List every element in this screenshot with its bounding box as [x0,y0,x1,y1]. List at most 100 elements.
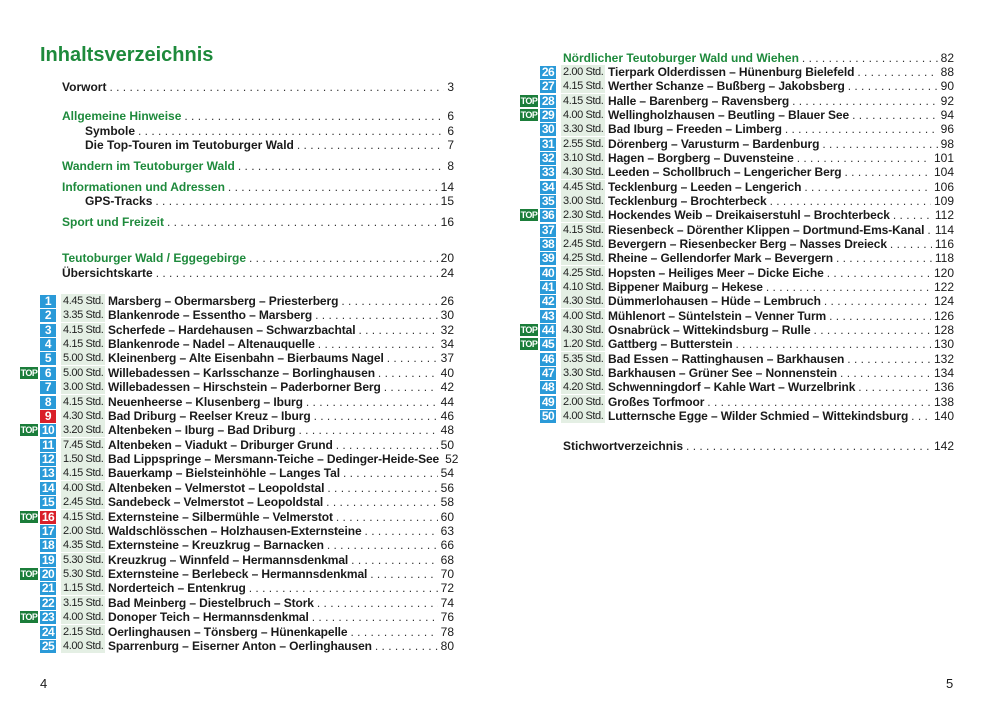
tour-entry[interactable]: Gattberg – Butterstein 130 [608,337,954,351]
entry-title: Symbole [85,124,136,138]
entry-page: 140 [933,408,954,423]
tour-entry[interactable]: Sparrenburg – Eiserner Anton – Oerlingha… [108,639,454,653]
tour-entry[interactable]: Lutternsche Egge – Wilder Schmied – Witt… [608,409,954,423]
tour-entry[interactable]: Externsteine – Berlebeck – Hermannsdenkm… [108,567,454,581]
dot-leader [315,308,438,322]
tour-entry[interactable]: Mühlenort – Süntelstein – Venner Turm 126 [608,309,954,323]
tour-entry[interactable]: Dümmerlohausen – Hüde – Lembruch 124 [608,294,954,308]
toc-entry[interactable]: Symbole 6 [85,124,454,138]
tour-entry[interactable]: Schwenningdorf – Kahle Wart – Wurzelbrin… [608,380,954,394]
entry-page: 52 [445,452,459,467]
page-number: 4 [40,676,48,691]
tour-number-badge: 25 [40,638,56,653]
tour-duration: 4.20 Std. [561,380,605,395]
tour-duration: 3.30 Std. [561,365,605,380]
tour-entry[interactable]: Externsteine – Kreuzkrug – Barnacken 66 [108,538,454,552]
tour-duration: 4.00 Std. [561,408,605,423]
tour-entry[interactable]: Großes Torfmoor 138 [608,395,954,409]
tour-number-badge: 11 [40,438,56,452]
tour-entry[interactable]: Leeden – Schollbruch – Lengericher Berg 1… [608,165,954,179]
tour-entry[interactable]: Waldschlösschen – Holzhausen-Externstein… [108,524,454,538]
tour-number-badge: 9 [40,409,56,423]
tour-number-badge: 30 [540,122,556,137]
tour-entry[interactable]: Bad Driburg – Reelser Kreuz – Iburg 46 [108,409,454,423]
tour-entry[interactable]: Riesenbeck – Dörenther Klippen – Dortmun… [608,223,954,237]
tour-duration: 4.15 Std. [61,509,105,524]
tour-entry[interactable]: Sandebeck – Velmerstot – Leopoldstal 58 [108,495,454,509]
entry-page: 14 [440,180,454,194]
toc-entry[interactable]: Sport und Freizeit 16 [62,215,454,229]
tour-number-badge: 36 [540,208,556,223]
tour-entry[interactable]: Hopsten – Heiliges Meer – Dicke Eiche 120 [608,266,954,280]
tour-entry[interactable]: Bad Meinberg – Diestelbruch – Stork 74 [108,596,454,610]
entry-title: Oerlinghausen – Tönsberg – Hünenkapelle [108,624,348,639]
dot-leader [336,510,438,524]
tour-entry[interactable]: Bauerkamp – Bielsteinhöhle – Langes Tal 5… [108,466,454,480]
tour-number-badge: 45 [540,337,556,352]
right-page: Nördlicher Teutoburger Wald und Wiehen 82… [500,0,1000,704]
tour-entry[interactable]: Norderteich – Entenkrug 72 [108,581,454,595]
tour-entry[interactable]: Altenbeken – Viadukt – Driburger Grund 50 [108,438,454,452]
tour-entry[interactable]: Blankenrode – Essentho – Marsberg 30 [108,308,454,322]
entry-title: Mühlenort – Süntelstein – Venner Turm [608,308,827,323]
toc-entry[interactable]: Allgemeine Hinweise 6 [62,109,454,123]
toc-entry[interactable]: Wandern im Teutoburger Wald 8 [62,159,454,173]
entry-title: Dümmerlohausen – Hüde – Lembruch [608,294,821,309]
entry-title: Neuenheerse – Klusenberg – Iburg [108,394,303,409]
entry-page: 128 [933,322,954,337]
tour-entry[interactable]: Osnabrück – Wittekindsburg – Rulle 128 [608,323,954,337]
tour-entry[interactable]: Altenbeken – Iburg – Bad Driburg 48 [108,423,454,437]
tour-entry[interactable]: Bad Lippspringe – Mersmann-Teiche – Dedi… [108,452,458,466]
tour-entry[interactable]: Willebadessen – Hirschstein – Paderborne… [108,380,454,394]
entry-title: Lutternsche Egge – Wilder Schmied – Witt… [608,408,909,423]
tour-entry[interactable]: Werther Schanze – Bußberg – Jakobsberg 90 [608,79,954,93]
toc-entry[interactable]: Teutoburger Wald / Eggegebirge 20 [62,251,454,265]
tour-entry[interactable]: Bad Iburg – Freeden – Limberg 96 [608,122,954,136]
tour-entry[interactable]: Tecklenburg – Leeden – Lengerich 106 [608,180,954,194]
toc-entry[interactable]: Übersichtskarte 24 [62,266,454,280]
toc-entry[interactable]: GPS-Tracks 15 [85,194,454,208]
tour-entry[interactable]: Bippener Maiburg – Hekese 122 [608,280,954,294]
tour-entry[interactable]: Scherfede – Hardehausen – Schwarzbachtal… [108,323,454,337]
tour-number-badge: 7 [40,381,56,395]
section-entry[interactable]: Nördlicher Teutoburger Wald und Wiehen 82 [563,51,954,65]
tour-entry[interactable]: Hockendes Weib – Dreikaiserstuhl – Broch… [608,208,954,222]
tour-entry[interactable]: Rheine – Gellendorfer Mark – Bevergern 11… [608,251,954,265]
tour-entry[interactable]: Wellingholzhausen – Beutling – Blauer Se… [608,108,954,122]
tour-entry[interactable]: Altenbeken – Velmerstot – Leopoldstal 56 [108,481,454,495]
top-tour-badge: TOP [520,338,538,351]
tour-duration: 3.20 Std. [61,423,105,438]
entry-page: 60 [440,509,454,524]
entry-title: Informationen und Adressen [62,180,225,194]
tour-entry[interactable]: Willebadessen – Karlsschanze – Borlingha… [108,366,454,380]
toc-entry[interactable]: Vorwort 3 [62,80,454,94]
index-entry[interactable]: Stichwortverzeichnis 142 [563,439,954,453]
tour-entry[interactable]: Tierpark Olderdissen – Hünenburg Bielefe… [608,65,954,79]
tour-entry[interactable]: Dörenberg – Varusturm – Bardenburg 98 [608,137,954,151]
entry-page: 138 [933,394,954,409]
tour-duration: 4.00 Std. [561,308,605,323]
tour-entry[interactable]: Kreuzkrug – Winnfeld – Hermannsdenkmal 68 [108,553,454,567]
tour-entry[interactable]: Bevergern – Riesenbecker Berg – Nasses D… [608,237,954,251]
tour-entry[interactable]: Donoper Teich – Hermannsdenkmal 76 [108,610,454,624]
tour-entry[interactable]: Kleinenberg – Alte Eisenbahn – Bierbaums… [108,351,454,365]
tour-entry[interactable]: Oerlinghausen – Tönsberg – Hünenkapelle 7… [108,625,454,639]
tour-entry[interactable]: Barkhausen – Grüner See – Nonnenstein 134 [608,366,954,380]
dot-leader [184,109,444,123]
tour-number-badge: 26 [540,65,556,79]
toc-entry[interactable]: Informationen und Adressen 14 [62,180,454,194]
tour-entry[interactable]: Externsteine – Silbermühle – Velmerstot 6… [108,510,454,524]
tour-entry[interactable]: Hagen – Borgberg – Duvensteine 101 [608,151,954,165]
tour-duration: 4.15 Std. [61,322,105,337]
tour-entry[interactable]: Marsberg – Obermarsberg – Priesterberg 26 [108,294,454,308]
toc-entry[interactable]: Die Top-Touren im Teutoburger Wald 7 [85,138,454,152]
tour-entry[interactable]: Halle – Barenberg – Ravensberg 92 [608,94,954,108]
tour-entry[interactable]: Tecklenburg – Brochterbeck 109 [608,194,954,208]
tour-entry[interactable]: Blankenrode – Nadel – Altenauquelle 34 [108,337,454,351]
dot-leader [797,151,931,165]
entry-title: Bad Iburg – Freeden – Limberg [608,122,782,137]
tour-entry[interactable]: Bad Essen – Rattinghausen – Barkhausen 13… [608,352,954,366]
tour-entry[interactable]: Neuenheerse – Klusenberg – Iburg 44 [108,395,454,409]
entry-page: 44 [440,394,454,409]
entry-title: Nördlicher Teutoburger Wald und Wiehen [563,51,799,65]
